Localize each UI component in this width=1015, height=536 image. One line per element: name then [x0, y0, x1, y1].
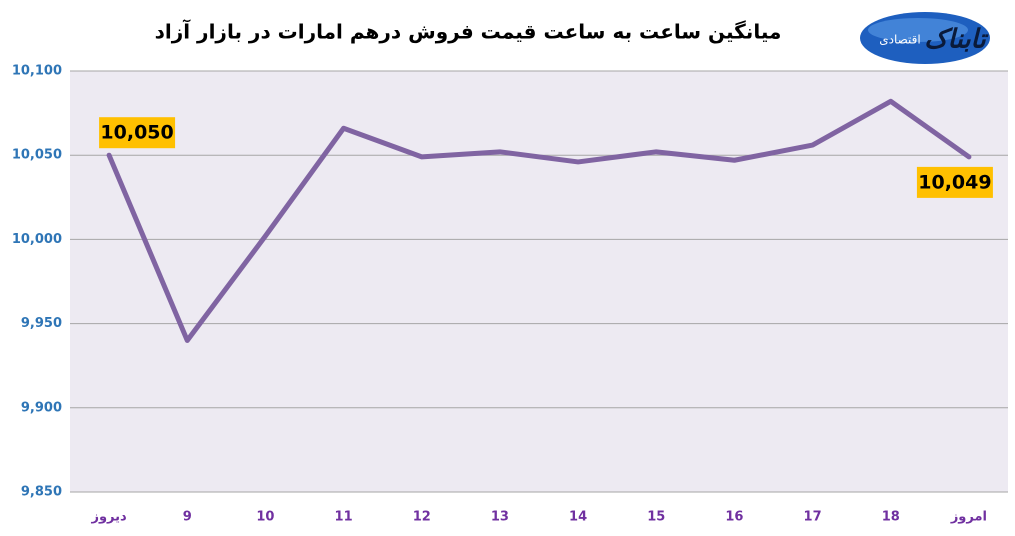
x-tick-label: دیروز [90, 510, 127, 525]
y-tick-label: 9,950 [21, 316, 62, 331]
logo-name: تابناک [924, 25, 989, 55]
value-label: 10,050 [100, 122, 173, 144]
x-tick-label: 14 [569, 510, 587, 525]
logo-shine [868, 18, 968, 42]
logo-subtitle: اقتصادی [879, 33, 921, 47]
value-label-box [916, 166, 993, 198]
x-tick-label: 12 [413, 510, 431, 525]
x-tick-label: 9 [183, 510, 192, 525]
x-tick-label: 16 [725, 510, 743, 525]
x-tick-label: 10 [256, 510, 274, 525]
value-label-box [99, 117, 176, 149]
x-tick-label: 18 [882, 510, 900, 525]
line [106, 98, 972, 343]
x-tick-label: 17 [804, 510, 822, 525]
y-tick-label: 10,100 [12, 64, 62, 79]
y-tick-label: 9,850 [21, 485, 62, 500]
y-tick-label: 10,000 [12, 232, 62, 247]
x-tick-label: امروز [950, 510, 987, 525]
x-tick-label: 11 [335, 510, 353, 525]
chart-title: میانگین ساعت به ساعت قیمت فروش درهم امار… [155, 19, 782, 44]
logo: تابناک اقتصادی [860, 12, 990, 64]
value-label: 10,049 [918, 171, 991, 193]
plot-area [70, 71, 1008, 492]
y-tick-label: 10,050 [12, 148, 62, 163]
x-tick-label: 15 [647, 510, 665, 525]
x-tick-label: 13 [491, 510, 509, 525]
y-tick-label: 9,900 [21, 400, 62, 415]
